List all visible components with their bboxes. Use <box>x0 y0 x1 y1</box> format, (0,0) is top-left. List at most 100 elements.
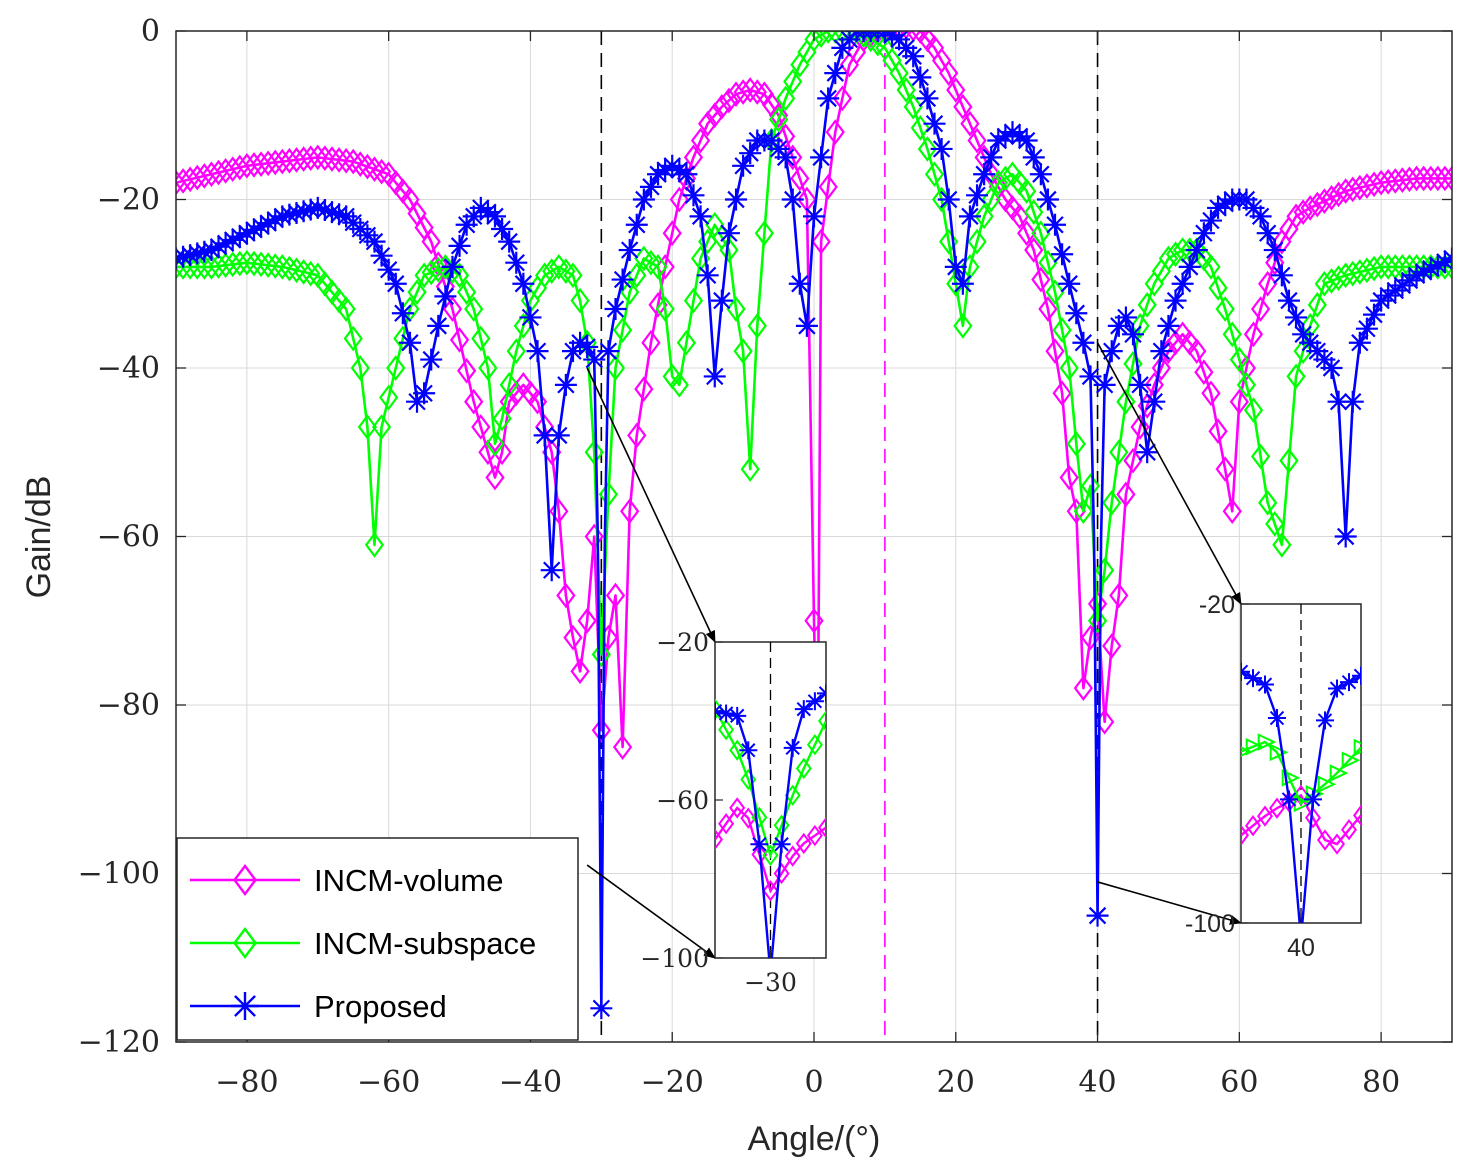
data-point <box>1258 489 1278 516</box>
data-point <box>944 255 967 278</box>
inset-data-point <box>1340 673 1358 692</box>
zoom-arrow <box>1096 342 1242 605</box>
inset-data-point <box>1353 738 1361 757</box>
data-point <box>584 523 604 550</box>
data-point <box>485 430 505 457</box>
data-point <box>228 225 251 248</box>
data-point <box>1045 279 1065 306</box>
data-point <box>1136 441 1159 464</box>
data-point <box>725 188 748 211</box>
inset-data-point <box>718 719 735 741</box>
data-point <box>320 201 343 224</box>
data-point <box>917 136 938 162</box>
data-point <box>980 146 1003 169</box>
data-point <box>795 314 818 337</box>
data-point <box>1293 199 1313 225</box>
inset-data-point <box>1241 824 1249 846</box>
data-point <box>1024 237 1044 263</box>
data-point <box>803 205 825 228</box>
data-point <box>449 262 470 289</box>
inset-data-point <box>1245 815 1261 837</box>
data-point <box>1036 188 1059 211</box>
inset-data-point <box>740 768 757 791</box>
data-point <box>923 112 946 135</box>
inset-data-point <box>717 704 736 723</box>
inset-series <box>1241 662 1361 923</box>
data-point <box>329 147 349 173</box>
data-point <box>1143 390 1166 413</box>
data-point <box>476 201 499 224</box>
data-point <box>1236 372 1257 398</box>
data-point <box>237 249 257 276</box>
data-point <box>740 77 760 103</box>
data-point <box>533 424 556 447</box>
data-point <box>265 253 285 279</box>
data-point <box>554 373 577 396</box>
data-point <box>1031 220 1051 247</box>
data-point <box>386 355 406 381</box>
data-point <box>1102 633 1122 659</box>
data-point <box>669 372 689 398</box>
data-point <box>583 348 606 371</box>
data-point <box>973 163 996 186</box>
data-point <box>733 79 753 105</box>
data-point <box>201 254 222 280</box>
data-point <box>1171 272 1194 295</box>
data-point <box>1150 340 1173 363</box>
inset-data-point <box>806 734 823 756</box>
data-point <box>1157 314 1180 337</box>
inset-data-point <box>1341 751 1361 770</box>
data-point <box>563 624 583 651</box>
data-point <box>1123 447 1143 474</box>
data-point <box>1079 365 1102 388</box>
data-point <box>1137 291 1157 318</box>
data-point <box>768 106 789 133</box>
data-point <box>951 272 974 295</box>
legend-label: INCM-volume <box>314 863 503 898</box>
data-point <box>336 147 356 174</box>
data-point <box>1229 388 1249 415</box>
data-point <box>739 142 762 165</box>
data-point <box>384 272 407 295</box>
inset-data-point <box>751 843 768 866</box>
y-tick-label: −80 <box>97 688 160 723</box>
data-point <box>648 254 668 280</box>
data-point <box>286 257 307 284</box>
data-point <box>1285 306 1308 329</box>
data-point <box>272 254 292 280</box>
data-point <box>1052 380 1072 407</box>
data-point <box>194 254 214 280</box>
data-point <box>1116 388 1136 415</box>
inset-data-point <box>784 845 801 867</box>
data-point <box>783 68 803 95</box>
data-point <box>1073 498 1094 525</box>
zoom-arrow <box>586 864 716 959</box>
data-point <box>774 146 797 169</box>
inset-data-point <box>1245 737 1265 756</box>
data-point <box>1286 203 1306 230</box>
data-point <box>1122 323 1144 346</box>
data-point <box>1065 302 1088 325</box>
data-point <box>690 127 711 154</box>
data-point <box>639 175 662 198</box>
data-point <box>1398 269 1421 292</box>
x-tick-label: 40 <box>1078 1065 1116 1100</box>
data-point <box>1114 306 1137 329</box>
data-point <box>1024 199 1044 225</box>
inset-data-point <box>718 813 735 835</box>
inset-data-point <box>1317 775 1337 794</box>
data-point <box>647 163 670 186</box>
data-point <box>605 355 626 381</box>
inset-data-point <box>818 710 826 732</box>
data-point <box>576 335 599 358</box>
inset-data-point <box>1329 764 1349 782</box>
data-point <box>471 414 491 440</box>
legend: INCM-volume INCM-subspace Proposed <box>176 837 579 1041</box>
data-point <box>825 119 845 145</box>
data-point <box>924 161 945 188</box>
data-point <box>485 464 505 491</box>
data-point <box>407 279 427 306</box>
data-point <box>1286 363 1306 390</box>
inset-data-point <box>740 807 757 829</box>
data-point <box>1229 346 1249 373</box>
